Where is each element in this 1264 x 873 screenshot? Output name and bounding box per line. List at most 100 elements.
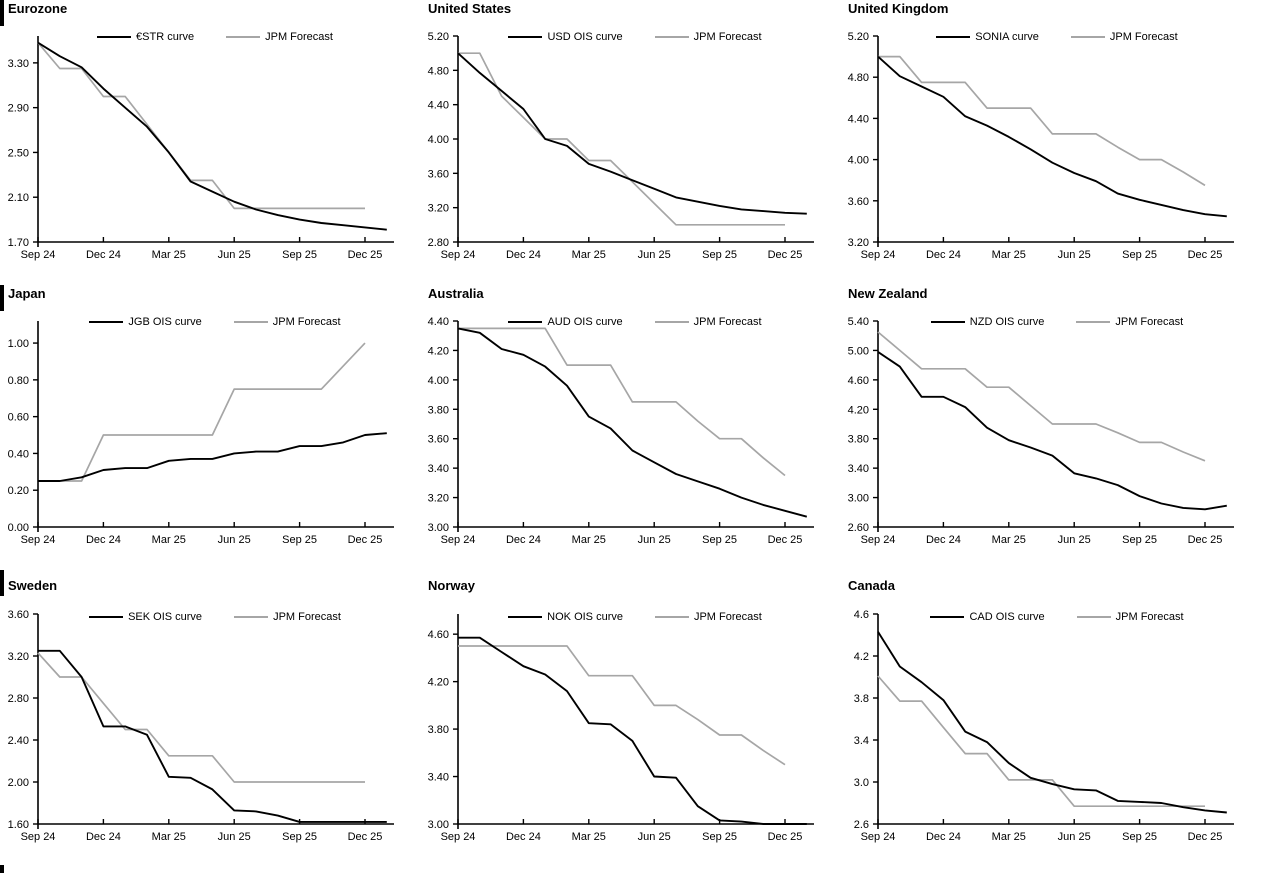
chart-legend: AUD OIS curve JPM Forecast: [458, 315, 812, 329]
series-line-sonia-curve: [877, 55, 1227, 218]
chart-legend: SEK OIS curve JPM Forecast: [38, 610, 392, 624]
x-tick-label: Sep 24: [861, 831, 896, 843]
x-tick-label: Sep 24: [441, 534, 476, 546]
legend-label: JPM Forecast: [1109, 31, 1178, 43]
x-tick-label: Mar 25: [152, 534, 186, 546]
y-tick-label: 3.40: [848, 463, 869, 475]
y-tick-label: 3.0: [854, 777, 869, 789]
chart-legend: CAD OIS curve JPM Forecast: [878, 610, 1236, 624]
legend-label: AUD OIS curve: [547, 316, 623, 328]
y-tick-label: 4.80: [428, 65, 449, 77]
legend-item: €STR curve: [97, 31, 194, 43]
legend-line-swatch: [1076, 616, 1111, 618]
y-tick-label: 3.20: [428, 493, 449, 505]
legend-item: SONIA curve: [936, 31, 1039, 43]
x-tick-label: Sep 24: [21, 831, 56, 843]
chart-legend: €STR curve JPM Forecast: [38, 30, 392, 44]
legend-label: JGB OIS curve: [128, 316, 202, 328]
x-tick-label: Sep 24: [441, 249, 476, 261]
x-tick-label: Dec 25: [348, 534, 383, 546]
x-tick-label: Mar 25: [152, 831, 186, 843]
section-marker-bar: [0, 285, 4, 311]
legend-item: AUD OIS curve: [508, 316, 623, 328]
series-line-jpm-forecast: [458, 327, 786, 477]
x-tick-label: Dec 24: [506, 534, 541, 546]
chart-plot: 3.20 3.60 4.00 4.40 4.80 5.20 Sep 24 Dec 24 Mar …: [848, 31, 1234, 261]
y-tick-label: 5.40: [848, 316, 869, 328]
legend-line-swatch: [233, 321, 268, 323]
legend-label: JPM Forecast: [693, 31, 762, 43]
series-line-nzd-ois-curve: [877, 351, 1227, 511]
x-tick-label: Jun 25: [218, 249, 251, 261]
chart-plot: 2.6 3.0 3.4 3.8 4.2 4.6 Sep 24 Dec 24 Mar 25 Jun …: [854, 609, 1234, 843]
y-tick-label: 0.20: [8, 485, 29, 497]
y-tick-label: 2.6: [854, 819, 869, 831]
section-marker-bar: [0, 570, 4, 596]
series-line-jpm-forecast: [877, 331, 1206, 462]
y-tick-label: 3.00: [428, 522, 449, 534]
legend-item: JPM Forecast: [654, 316, 762, 328]
y-tick-label: 3.40: [428, 463, 449, 475]
legend-line-swatch: [930, 616, 965, 618]
legend-item: JPM Forecast: [233, 316, 341, 328]
x-tick-label: Dec 25: [348, 831, 383, 843]
chart-title: Australia: [428, 286, 484, 301]
x-tick-label: Sep 25: [282, 534, 317, 546]
x-tick-label: Mar 25: [992, 534, 1026, 546]
chart-title: United Kingdom: [848, 1, 949, 16]
chart-title: Norway: [428, 578, 475, 593]
x-tick-label: Dec 25: [1188, 249, 1223, 261]
series-line-sek-ois-curve: [38, 649, 387, 823]
y-tick-label: 3.4: [854, 735, 869, 747]
series-line-jpm-forecast: [37, 42, 365, 210]
y-tick-label: 3.00: [848, 493, 869, 505]
legend-item: JGB OIS curve: [89, 316, 202, 328]
x-tick-label: Sep 24: [861, 249, 896, 261]
chart-title: Sweden: [8, 578, 58, 593]
legend-line-swatch: [930, 321, 965, 323]
x-tick-label: Sep 25: [1122, 831, 1157, 843]
legend-label: JPM Forecast: [273, 611, 341, 623]
series-line-jpm-forecast: [37, 652, 365, 783]
y-tick-label: 2.60: [848, 522, 869, 534]
y-tick-label: 1.70: [8, 237, 29, 249]
chart-panel-new-zealand: New Zealand NZD OIS curve JPM Forecast 2.…: [840, 285, 1264, 570]
chart-plot: 2.60 3.00 3.40 3.80 4.20 4.60 5.00 5.40 Sep 24 De…: [848, 316, 1234, 546]
y-tick-label: 5.00: [848, 345, 869, 357]
legend-label: CAD OIS curve: [969, 611, 1045, 623]
legend-item: JPM Forecast: [654, 611, 762, 623]
legend-line-swatch: [1076, 321, 1111, 323]
y-tick-label: 3.80: [428, 724, 449, 736]
x-tick-label: Mar 25: [152, 249, 186, 261]
legend-line-swatch: [936, 36, 971, 38]
x-tick-label: Dec 24: [926, 831, 961, 843]
y-tick-label: 4.40: [428, 316, 449, 328]
chart-title: Canada: [848, 578, 895, 593]
x-tick-label: Sep 25: [702, 831, 737, 843]
legend-item: SEK OIS curve: [89, 611, 202, 623]
legend-line-swatch: [508, 321, 543, 323]
y-tick-label: 0.40: [8, 448, 29, 460]
x-tick-label: Mar 25: [992, 831, 1026, 843]
x-tick-label: Dec 24: [926, 534, 961, 546]
y-tick-label: 3.60: [428, 434, 449, 446]
x-tick-label: Jun 25: [218, 534, 251, 546]
legend-line-swatch: [508, 36, 543, 38]
y-tick-label: 3.00: [428, 819, 449, 831]
x-tick-label: Dec 25: [1188, 831, 1223, 843]
chart-title: United States: [428, 1, 512, 16]
y-tick-label: 3.60: [428, 168, 449, 180]
series-line-nok-ois-curve: [458, 636, 807, 825]
x-tick-label: Mar 25: [572, 249, 606, 261]
chart-panel-eurozone: Eurozone €STR curve JPM Forecast 1.70 2.10…: [0, 0, 420, 285]
legend-line-swatch: [654, 36, 689, 38]
legend-item: NZD OIS curve: [930, 316, 1044, 328]
chart-panel-united-states: United States USD OIS curve JPM Forecast …: [420, 0, 840, 285]
series-line-jgb-ois-curve: [38, 432, 387, 482]
y-tick-label: 2.80: [8, 693, 29, 705]
x-tick-label: Dec 24: [86, 831, 121, 843]
y-tick-label: 3.30: [8, 58, 29, 70]
series-line--str-curve: [37, 41, 387, 231]
chart-legend: JGB OIS curve JPM Forecast: [38, 315, 392, 329]
